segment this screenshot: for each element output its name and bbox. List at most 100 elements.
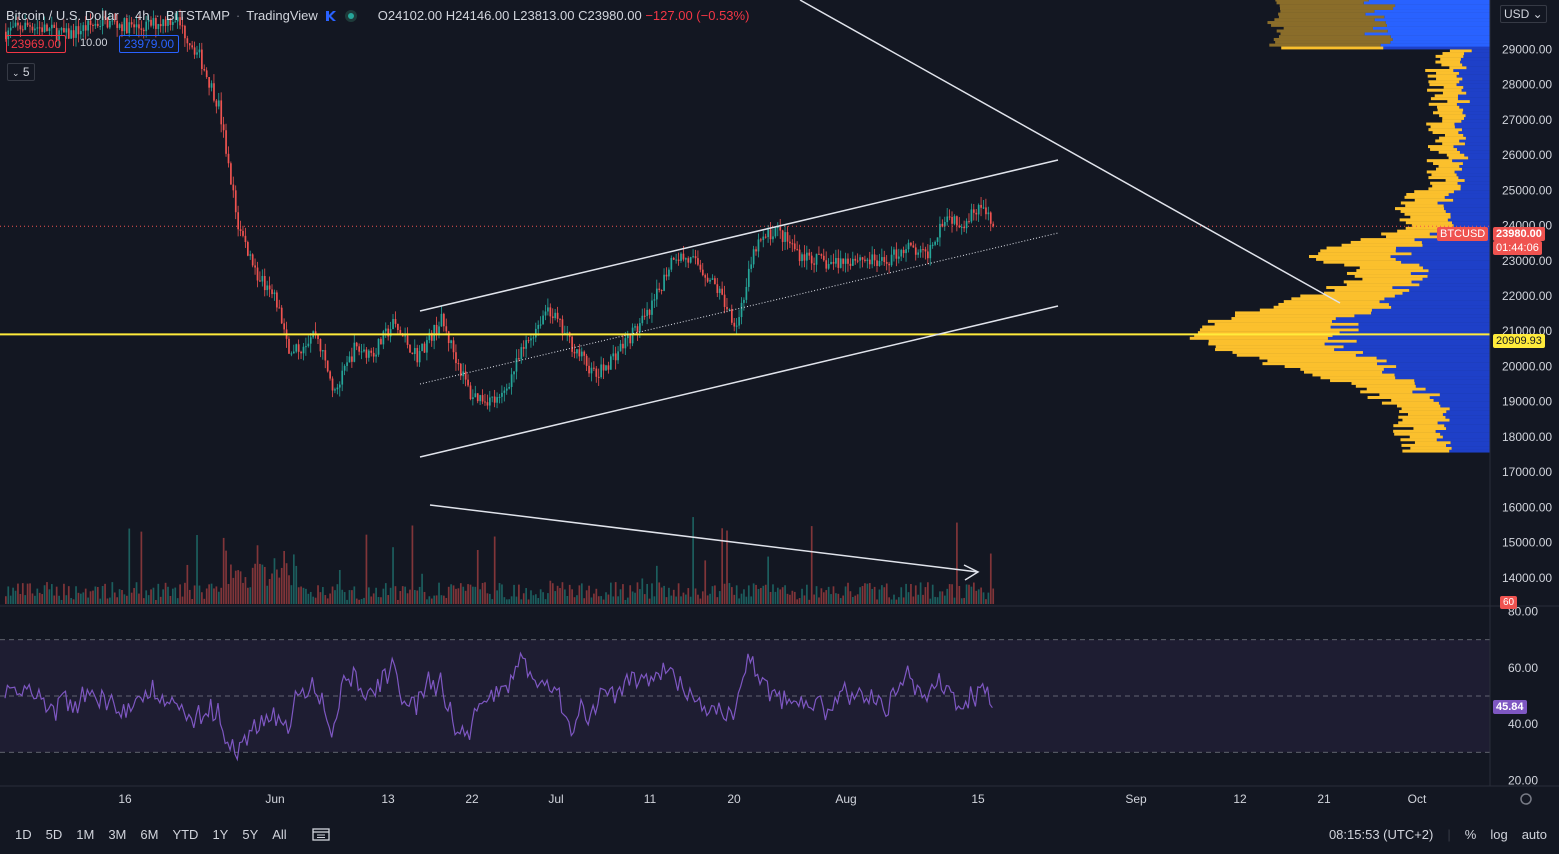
volume-bar <box>157 583 160 604</box>
vp-bar-up <box>1280 32 1365 36</box>
range-3m[interactable]: 3M <box>108 826 127 842</box>
symbol-name[interactable]: Bitcoin / U.S. Dollar <box>6 8 119 23</box>
percent-toggle[interactable]: % <box>1464 826 1477 842</box>
vp-bar-down <box>1409 288 1490 292</box>
volume-bar <box>389 587 392 604</box>
volume-bar <box>675 596 678 604</box>
range-all[interactable]: All <box>272 826 287 842</box>
volume-bar <box>210 583 213 604</box>
vp-bar-up <box>1428 176 1459 180</box>
vp-bar-down <box>1414 379 1490 383</box>
volume-bar <box>600 596 603 604</box>
vp-bar-up <box>1300 294 1395 298</box>
interval[interactable]: 4h <box>135 8 150 23</box>
candle-body <box>181 25 184 27</box>
range-6m[interactable]: 6M <box>140 826 159 842</box>
vp-bar-up <box>1402 449 1450 453</box>
clock[interactable]: 08:15:53 (UTC+2) <box>1328 826 1434 842</box>
candle-body <box>626 335 629 339</box>
vp-bar-down <box>1395 249 1490 253</box>
range-5d[interactable]: 5D <box>45 826 63 842</box>
candle-body <box>433 324 436 341</box>
volume-bar <box>130 592 133 604</box>
vp-bar-up <box>1379 393 1440 397</box>
auto-toggle[interactable]: auto <box>1521 826 1547 842</box>
currency-selector[interactable]: USD ⌄ <box>1500 5 1547 23</box>
candle-body <box>939 223 941 238</box>
vp-bar-up <box>1350 240 1422 244</box>
vp-bar-down <box>1429 395 1490 399</box>
volume-bar <box>29 583 31 604</box>
volume-bar <box>890 599 893 604</box>
volume-bar <box>162 589 164 604</box>
candle-body <box>92 24 94 26</box>
settings-gear-icon[interactable] <box>1520 793 1532 805</box>
volume-bar <box>5 596 7 604</box>
vp-bar-up <box>1401 407 1450 411</box>
vp-bar-down <box>1422 243 1490 247</box>
vp-bar-up <box>1439 114 1466 118</box>
ask-price[interactable]: 23979.00 <box>119 35 180 53</box>
vp-bar-down <box>1466 66 1490 70</box>
volume-bar <box>116 597 119 604</box>
goto-date-icon[interactable] <box>312 826 330 842</box>
vp-bar-down <box>1376 356 1490 360</box>
candle-body <box>520 347 523 360</box>
currency-label: USD <box>1504 7 1530 21</box>
volume-bar <box>951 584 953 604</box>
rsi-value-label: 45.84 <box>1493 700 1527 714</box>
candle-body <box>82 25 85 32</box>
candle-body <box>583 351 586 356</box>
candle-body <box>305 346 307 348</box>
vp-bar-up <box>1356 269 1429 273</box>
indicators-toggle[interactable]: ⌄ 5 <box>7 63 35 81</box>
candle-body <box>329 371 331 379</box>
candle-body <box>813 263 815 265</box>
range-5y[interactable]: 5Y <box>242 826 259 842</box>
log-toggle[interactable]: log <box>1490 826 1508 842</box>
vp-bar-up <box>1199 328 1359 332</box>
candle-body <box>735 325 738 327</box>
volume-bar <box>111 582 114 604</box>
candle-body <box>776 226 779 228</box>
volume-bar <box>53 595 56 604</box>
vp-bar-up <box>1312 373 1395 377</box>
vp-bar-down <box>1339 331 1490 335</box>
market-status-icon[interactable] <box>344 9 358 23</box>
candle-body <box>970 209 973 222</box>
volume-bar <box>738 598 740 604</box>
vp-bar-up <box>1202 325 1331 329</box>
candle-body <box>126 18 128 34</box>
vp-bar-down <box>1444 195 1490 199</box>
candle-body <box>389 329 392 337</box>
candle-body <box>140 28 143 30</box>
volume-bar <box>292 554 295 604</box>
candle-body <box>484 401 486 403</box>
vp-bar-up <box>1278 15 1385 19</box>
volume-bar <box>774 591 777 604</box>
range-ytd[interactable]: YTD <box>172 826 199 842</box>
volume-bar <box>643 594 646 604</box>
volume-bar <box>457 588 460 604</box>
volume-bar <box>830 594 832 604</box>
volume-bar <box>852 596 854 604</box>
range-1d[interactable]: 1D <box>15 826 32 842</box>
range-1y[interactable]: 1Y <box>212 826 229 842</box>
volume-bar <box>924 587 927 604</box>
candle-body <box>65 28 68 33</box>
candle-body <box>276 292 278 308</box>
candle-body <box>19 25 22 30</box>
price-chart[interactable]: 29000.00 28000.00 27000.00 26000.00 25000.00… <box>0 0 1559 814</box>
close-value: C23980.00 <box>578 8 642 23</box>
vp-bar-up <box>1330 379 1415 383</box>
vp-bar-up <box>1278 35 1391 39</box>
candle-body <box>801 254 803 262</box>
volume-bar <box>948 584 951 604</box>
vp-bar-down <box>1324 342 1490 346</box>
candle-body <box>902 249 905 254</box>
range-1m[interactable]: 1M <box>76 826 95 842</box>
candle-body <box>382 331 385 345</box>
vp-bar-up <box>1442 119 1462 123</box>
bid-price[interactable]: 23969.00 <box>6 35 67 53</box>
vp-bar-up <box>1398 421 1438 425</box>
